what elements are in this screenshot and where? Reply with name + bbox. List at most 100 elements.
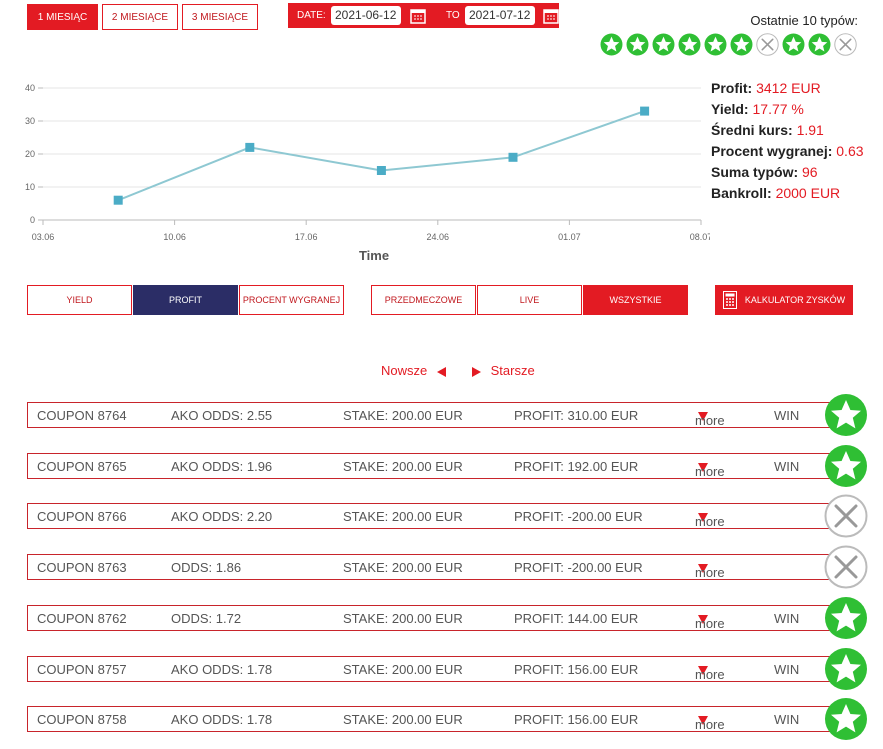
- more-label: more: [695, 514, 725, 530]
- pager-older-label: Starsze: [490, 363, 535, 378]
- arrow-down: [698, 462, 708, 472]
- stat: Yield: 17.77 %: [711, 101, 804, 117]
- more-label: more: [695, 615, 725, 631]
- coupon-stake: STAKE: 200.00 EUR: [343, 610, 463, 626]
- y-tick-label: 10: [25, 182, 35, 192]
- loss-icon: [824, 494, 868, 539]
- point: [376, 166, 386, 175]
- x-tick-label: 17.06: [295, 232, 318, 242]
- coupon-profit: PROFIT: 144.00 EUR: [514, 610, 639, 626]
- arrow-right: [472, 366, 481, 377]
- tip-win-icon: [600, 33, 623, 56]
- coupon-stake: STAKE: 200.00 EUR: [343, 712, 463, 728]
- date-to-input[interactable]: 2021-07-12: [465, 6, 535, 25]
- stat: Procent wygranej: 0.63: [711, 143, 864, 159]
- date-from-input[interactable]: 2021-06-12: [331, 6, 401, 25]
- pager-newer[interactable]: Nowsze: [381, 363, 446, 378]
- stat: Bankroll: 2000 EUR: [711, 185, 840, 201]
- type-tab[interactable]: LIVE: [477, 285, 582, 315]
- point: [508, 152, 518, 162]
- more-toggle[interactable]: more: [695, 611, 725, 631]
- tip-win-icon: [808, 33, 831, 56]
- icon-shape: [825, 596, 867, 639]
- calculator-button[interactable]: KALKULATOR ZYSKÓW: [715, 285, 853, 315]
- more-label: more: [695, 717, 725, 733]
- stat-label: Yield:: [711, 101, 749, 117]
- calendar-icon[interactable]: [410, 8, 426, 24]
- coupon-profit: PROFIT: 156.00 EUR: [514, 661, 639, 677]
- coupon-profit: PROFIT: -200.00 EUR: [514, 560, 643, 576]
- point: [113, 195, 123, 205]
- arrow-down: [698, 665, 708, 675]
- more-label: more: [695, 463, 725, 479]
- arrow-down: [698, 716, 708, 726]
- coupon-stake: STAKE: 200.00 EUR: [343, 560, 463, 576]
- coupon-coupon: COUPON 8757: [37, 661, 127, 677]
- last-tips-title: Ostatnie 10 typów:: [750, 13, 858, 28]
- tip-win-icon: [626, 33, 649, 56]
- coupon-status: WIN: [774, 408, 800, 423]
- calendar-icon[interactable]: [543, 8, 559, 24]
- coupon-coupon: COUPON 8765: [37, 458, 127, 474]
- arrow-down: [698, 412, 708, 422]
- coupon-profit: PROFIT: 156.00 EUR: [514, 712, 639, 728]
- metric-tab[interactable]: PROFIT: [133, 285, 238, 315]
- win-icon: [825, 444, 867, 487]
- tip-win-icon: [652, 33, 675, 56]
- metric-tab[interactable]: PROCENT WYGRANEJ: [239, 285, 344, 315]
- more-toggle[interactable]: more: [695, 560, 725, 580]
- coupon-stake: STAKE: 200.00 EUR: [343, 661, 463, 677]
- coupon-status: WIN: [774, 458, 800, 474]
- win-icon: [825, 698, 867, 741]
- date-filter: DATE: 2021-06-12 TO 2021-07-12: [288, 3, 559, 28]
- tip-win-icon: [704, 33, 727, 56]
- period-button[interactable]: 1 MIESIĄC: [27, 4, 98, 30]
- more-toggle[interactable]: more: [695, 662, 725, 682]
- more-toggle[interactable]: more: [695, 509, 725, 529]
- win-icon: [825, 596, 867, 639]
- type-tab[interactable]: WSZYSTKIE: [583, 285, 688, 315]
- coupon-stake: STAKE: 200.00 EUR: [343, 408, 463, 423]
- arrow-down: [698, 614, 708, 624]
- coupon-status: WIN: [774, 661, 800, 677]
- stat-value: 2000 EUR: [775, 185, 841, 201]
- win-icon: [825, 394, 867, 436]
- more-label: more: [695, 666, 725, 682]
- date-to-label: TO: [446, 10, 460, 21]
- coupon-status: WIN: [774, 610, 800, 626]
- stat-value: 17.77 %: [752, 101, 804, 117]
- coupon-row: COUPON 8762 ODDS: 1.72 STAKE: 200.00 EUR PR…: [27, 604, 830, 631]
- metric-tab[interactable]: YIELD: [27, 285, 132, 315]
- coupon-row: COUPON 8763 ODDS: 1.86 STAKE: 200.00 EUR PR…: [27, 554, 830, 581]
- period-button[interactable]: 3 MIESIĄCE: [182, 4, 258, 30]
- more-toggle[interactable]: more: [695, 712, 725, 732]
- coupon-row: COUPON 8764 AKO ODDS: 2.55 STAKE: 200.00 E…: [27, 402, 830, 428]
- x-tick-label: 10.06: [163, 232, 186, 242]
- coupon-stake: STAKE: 200.00 EUR: [343, 458, 463, 474]
- coupon-profit: PROFIT: -200.00 EUR: [514, 509, 643, 525]
- arrow-down: [698, 564, 708, 574]
- icon-shape: [824, 494, 868, 539]
- period-button[interactable]: 2 MIESIĄCE: [102, 4, 178, 30]
- pager-older[interactable]: Starsze: [472, 363, 535, 378]
- more-label: more: [695, 413, 725, 428]
- icon-shape: [825, 444, 867, 487]
- coupon-odds: ODDS: 1.72: [171, 610, 242, 626]
- coupon-odds: ODDS: 1.86: [171, 560, 242, 576]
- coupon-row: COUPON 8757 AKO ODDS: 1.78 STAKE: 200.00 E…: [27, 655, 830, 682]
- more-toggle[interactable]: more: [695, 459, 725, 479]
- stat: Suma typów: 96: [711, 164, 818, 180]
- coupon-row: COUPON 8758 AKO ODDS: 1.78 STAKE: 200.00 E…: [27, 706, 830, 733]
- type-tab[interactable]: PRZEDMECZOWE: [371, 285, 476, 315]
- more-toggle[interactable]: more: [695, 408, 725, 428]
- coupon-coupon: COUPON 8763: [37, 560, 127, 576]
- x-tick-label: 01.07: [558, 232, 581, 242]
- coupon-status: WIN: [774, 712, 800, 728]
- x-tick-label: 03.06: [32, 232, 55, 242]
- stat-value: 0.63: [836, 143, 864, 159]
- stat-label: Procent wygranej:: [711, 143, 833, 159]
- coupon-coupon: COUPON 8766: [37, 509, 127, 525]
- tip-win-icon: [782, 33, 805, 56]
- last-tips-icons: [600, 33, 857, 56]
